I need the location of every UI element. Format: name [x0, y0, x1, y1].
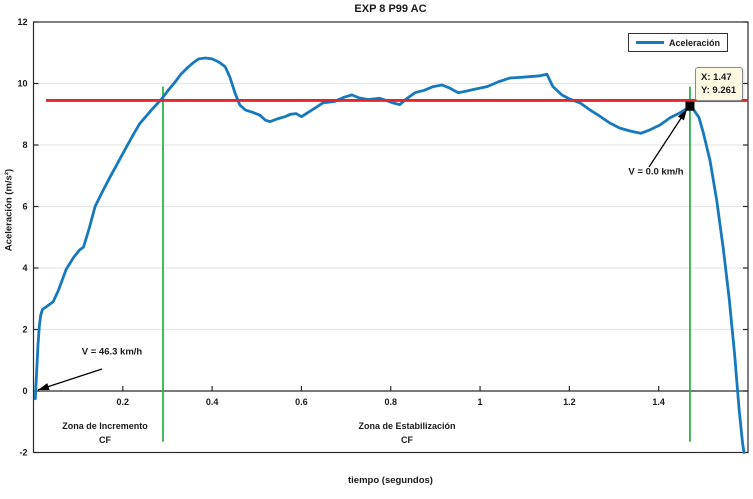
datatip-x-value: X: 1.47 — [701, 72, 732, 83]
y-tick-label: 8 — [22, 140, 27, 150]
y-axis-label: Aceleración (m/s²) — [3, 168, 15, 252]
legend-box[interactable]: Aceleración — [628, 33, 729, 52]
x-tick-label: 0.2 — [117, 397, 130, 407]
y-tick-label: -2 — [19, 448, 27, 458]
y-tick-label: 12 — [17, 17, 27, 27]
x-tick-label: 1 — [478, 397, 483, 407]
datatip-y-value: Y: 9.261 — [701, 85, 737, 96]
chart-title: EXP 8 P99 AC — [354, 3, 427, 15]
zone-increment-line1: Zona de Incremento — [62, 421, 148, 431]
start-speed-arrow-line — [37, 368, 103, 391]
start-speed-arrow-head — [37, 383, 50, 390]
y-tick-label: 4 — [22, 263, 27, 273]
legend-label: Aceleración — [669, 37, 721, 48]
zone-stabilization-line1: Zona de Estabilización — [358, 421, 456, 431]
plot-box — [32, 21, 749, 454]
y-tick-label: 0 — [22, 386, 27, 396]
zone-increment-line2: CF — [98, 434, 111, 445]
x-tick-label: 1.4 — [652, 397, 665, 407]
y-tick-label: 2 — [22, 325, 27, 335]
x-tick-label: 0.6 — [295, 397, 308, 407]
x-tick-label: 0.8 — [384, 397, 397, 407]
x-axis-label: tiempo (segundos) — [348, 475, 433, 486]
legend-line-sample — [636, 40, 664, 45]
end-speed-arrow-head — [677, 109, 687, 121]
zone-increment-label: Zona de Incremento CF — [62, 420, 148, 447]
annotation-start-speed: V = 46.3 km/h — [81, 346, 143, 358]
datatip-marker[interactable] — [685, 101, 695, 111]
y-tick-label: 6 — [22, 202, 27, 212]
x-tick-label: 1.2 — [563, 397, 576, 407]
end-speed-arrow-line — [648, 108, 688, 168]
acceleration-curve[interactable] — [33, 56, 746, 454]
y-tick-label: 10 — [17, 79, 27, 89]
datatip-box[interactable]: X: 1.47 Y: 9.261 — [695, 67, 744, 101]
zone-stabilization-label: Zona de Estabilización CF — [358, 420, 455, 447]
zone-stabilization-line2: CF — [401, 434, 413, 445]
x-tick-label: 0.4 — [206, 397, 219, 407]
annotation-end-speed: V = 0.0 km/h — [628, 166, 684, 178]
